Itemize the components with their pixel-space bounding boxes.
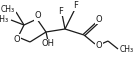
Text: CH₃: CH₃ <box>1 5 15 14</box>
Text: CH₃: CH₃ <box>0 15 9 24</box>
Text: F: F <box>74 1 78 10</box>
Text: O: O <box>96 41 103 50</box>
Text: OH: OH <box>42 40 55 49</box>
Text: O: O <box>96 14 102 23</box>
Text: F: F <box>59 6 63 15</box>
Text: O: O <box>14 34 20 44</box>
Text: O: O <box>35 11 41 20</box>
Text: CH₃: CH₃ <box>120 46 134 55</box>
